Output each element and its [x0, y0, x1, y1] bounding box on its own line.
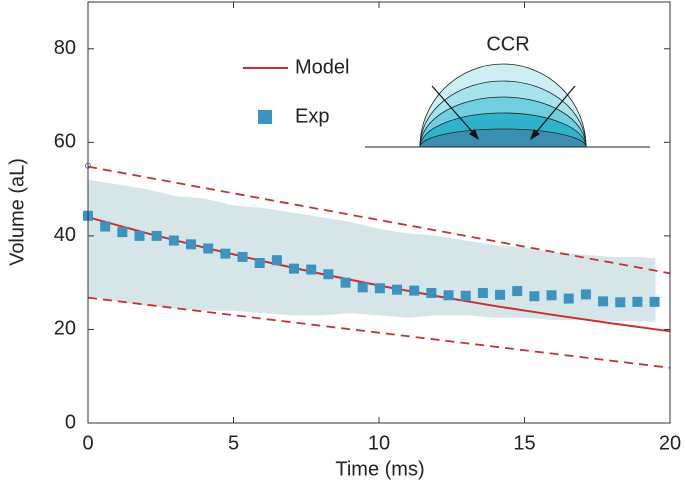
- x-tick-label: 10: [368, 432, 390, 454]
- exp-point: [134, 230, 145, 241]
- exp-point: [580, 289, 591, 300]
- legend-marker: [258, 110, 272, 124]
- exp-point: [598, 296, 609, 307]
- exp-point: [186, 239, 197, 250]
- exp-point: [203, 243, 214, 254]
- y-tick-label: 80: [54, 37, 76, 59]
- exp-point: [529, 291, 540, 302]
- exp-point: [409, 285, 420, 296]
- exp-point: [151, 230, 162, 241]
- exp-point: [546, 290, 557, 301]
- exp-point: [100, 221, 111, 232]
- x-tick-label: 0: [82, 432, 93, 454]
- bound-line: [87, 165, 671, 275]
- exp-point: [357, 282, 368, 293]
- exp-point: [426, 287, 437, 298]
- x-tick-label: 20: [659, 432, 681, 454]
- exp-point: [237, 251, 248, 262]
- y-tick-label: 40: [54, 224, 76, 246]
- exp-point: [271, 255, 282, 266]
- exp-point: [615, 297, 626, 308]
- exp-point: [460, 290, 471, 301]
- exp-point: [374, 283, 385, 294]
- y-axis-label: Volume (aL): [6, 158, 28, 266]
- bound-line: [87, 296, 671, 369]
- exp-point: [323, 269, 334, 280]
- inset-label: CCR: [486, 33, 529, 55]
- plot-area: 0 5 10 15 20 0 20 40 60 80 Model Exp: [54, 1, 681, 454]
- exp-point: [649, 296, 660, 307]
- x-axis-label: Time (ms): [335, 458, 424, 480]
- x-tick-label: 15: [513, 432, 535, 454]
- y-tick-label: 0: [65, 411, 76, 433]
- exp-point: [632, 296, 643, 307]
- exp-point: [512, 286, 523, 297]
- y-tick-label: 20: [54, 318, 76, 340]
- exp-point: [254, 258, 265, 269]
- y-tick-label: 60: [54, 131, 76, 153]
- legend-label: Exp: [295, 105, 329, 127]
- exp-point: [168, 235, 179, 246]
- exp-point: [289, 263, 300, 274]
- inset-diagram: CCR: [365, 33, 650, 148]
- exp-point: [392, 284, 403, 295]
- exp-point: [443, 290, 454, 301]
- exp-point: [340, 277, 351, 288]
- exp-point: [117, 227, 128, 238]
- exp-point: [220, 248, 231, 259]
- exp-point: [495, 289, 506, 300]
- legend-label: Model: [295, 56, 349, 78]
- exp-point: [477, 287, 488, 298]
- x-tick-label: 5: [228, 432, 239, 454]
- exp-point: [563, 293, 574, 304]
- exp-point: [306, 264, 317, 275]
